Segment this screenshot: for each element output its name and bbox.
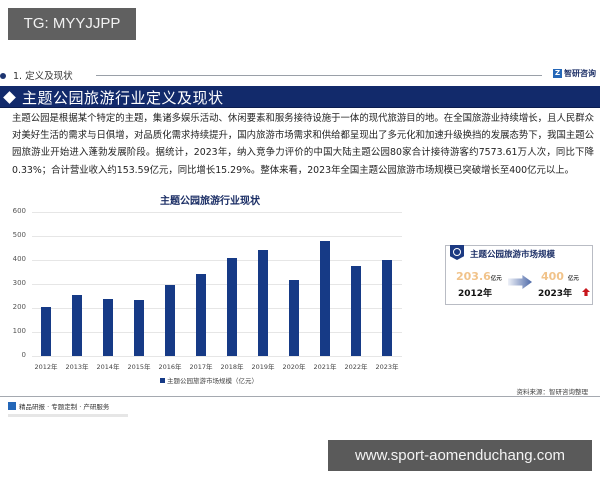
end-value-unit: 亿元 [567,276,579,282]
bar [103,299,113,356]
start-value-number: 203.6 [456,270,491,283]
right-arrow-icon [508,275,532,289]
gridline [32,332,402,333]
bullet-dot-icon [0,73,6,79]
badge-icon [450,245,464,260]
bar [227,258,237,356]
x-tick-label: 2014年 [96,363,120,371]
bar [258,249,268,356]
brand-name: 智研咨询 [564,69,596,78]
bar [382,260,392,356]
y-tick-label: 200 [12,303,26,311]
market-size-card: 主题公园旅游市场规模 203.6亿元 2012年 400 亿元 2023年 [445,245,593,305]
source-note: 资料来源：智研咨询整理 [516,388,589,396]
footer: 精品研报 · 专题定制 · 产研服务 [8,401,109,411]
y-tick-label: 500 [12,231,26,239]
bar [41,307,51,356]
y-tick-label: 600 [12,207,26,215]
start-year: 2012年 [458,289,493,299]
bar [289,279,299,356]
legend-swatch-icon [160,377,165,383]
bar [134,300,144,356]
x-tick-label: 2021年 [313,363,337,371]
card-title: 主题公园旅游市场规模 [470,250,556,260]
end-value: 400 亿元 [541,270,579,283]
section-header: 1. 定义及现状 Z 智研咨询 [0,66,600,84]
footer-placeholder-bar [8,414,128,417]
zhiyan-logo-icon [8,402,16,410]
gridline [32,212,402,213]
x-tick-label: 2022年 [344,363,368,371]
tg-badge: TG: MYYJJPP [8,8,136,40]
end-value-number: 400 [541,270,564,283]
gridline [32,356,402,357]
url-badge: www.sport-aomenduchang.com [328,440,592,471]
x-tick-label: 2016年 [158,363,182,371]
brand-logo: Z 智研咨询 [553,68,596,79]
x-tick-label: 2015年 [127,363,151,371]
y-tick-label: 400 [12,255,26,263]
end-year: 2023年 [538,289,573,299]
diamond-icon [3,91,16,104]
bar [72,295,82,356]
bar-chart: 主题公园旅游市场规模（亿元） 0 100 200 300 400 500 600 2012年 2… [0,205,410,385]
y-tick-label: 0 [21,351,26,359]
up-arrow-icon [582,288,590,296]
description-paragraph: 主题公园是根据某个特定的主题，集诸多娱乐活动、休闲要素和服务接待设施于一体的现代… [12,113,594,176]
x-tick-label: 2023年 [375,363,399,371]
x-tick-label: 2019年 [251,363,275,371]
x-tick-label: 2017年 [189,363,213,371]
gridline [32,284,402,285]
gridline [32,260,402,261]
start-value: 203.6亿元 [456,270,502,283]
chart-title: 主题公园旅游行业现状 [160,196,260,207]
page-title: 主题公园旅游行业定义及现状 [22,89,224,107]
section-divider [96,75,542,76]
x-tick-label: 2018年 [220,363,244,371]
x-tick-label: 2013年 [65,363,89,371]
bar [351,265,361,356]
x-tick-label: 2020年 [282,363,306,371]
section-label: 1. 定义及现状 [13,71,73,82]
gridline [32,308,402,309]
footer-text: 精品研报 · 专题定制 · 产研服务 [19,403,110,411]
zhiyan-logo-icon: Z [553,69,562,78]
bar [196,274,206,356]
x-tick-label: 2012年 [34,363,58,371]
chart-legend: 主题公园旅游市场规模（亿元） [160,375,258,385]
bar [165,284,175,356]
y-tick-label: 100 [12,327,26,335]
footer-divider [0,396,600,397]
gridline [32,236,402,237]
title-bar: 主题公园旅游行业定义及现状 [0,86,600,108]
start-value-unit: 亿元 [490,276,502,282]
y-tick-label: 300 [12,279,26,287]
bar [320,241,330,356]
legend-label: 主题公园旅游市场规模（亿元） [167,377,258,385]
